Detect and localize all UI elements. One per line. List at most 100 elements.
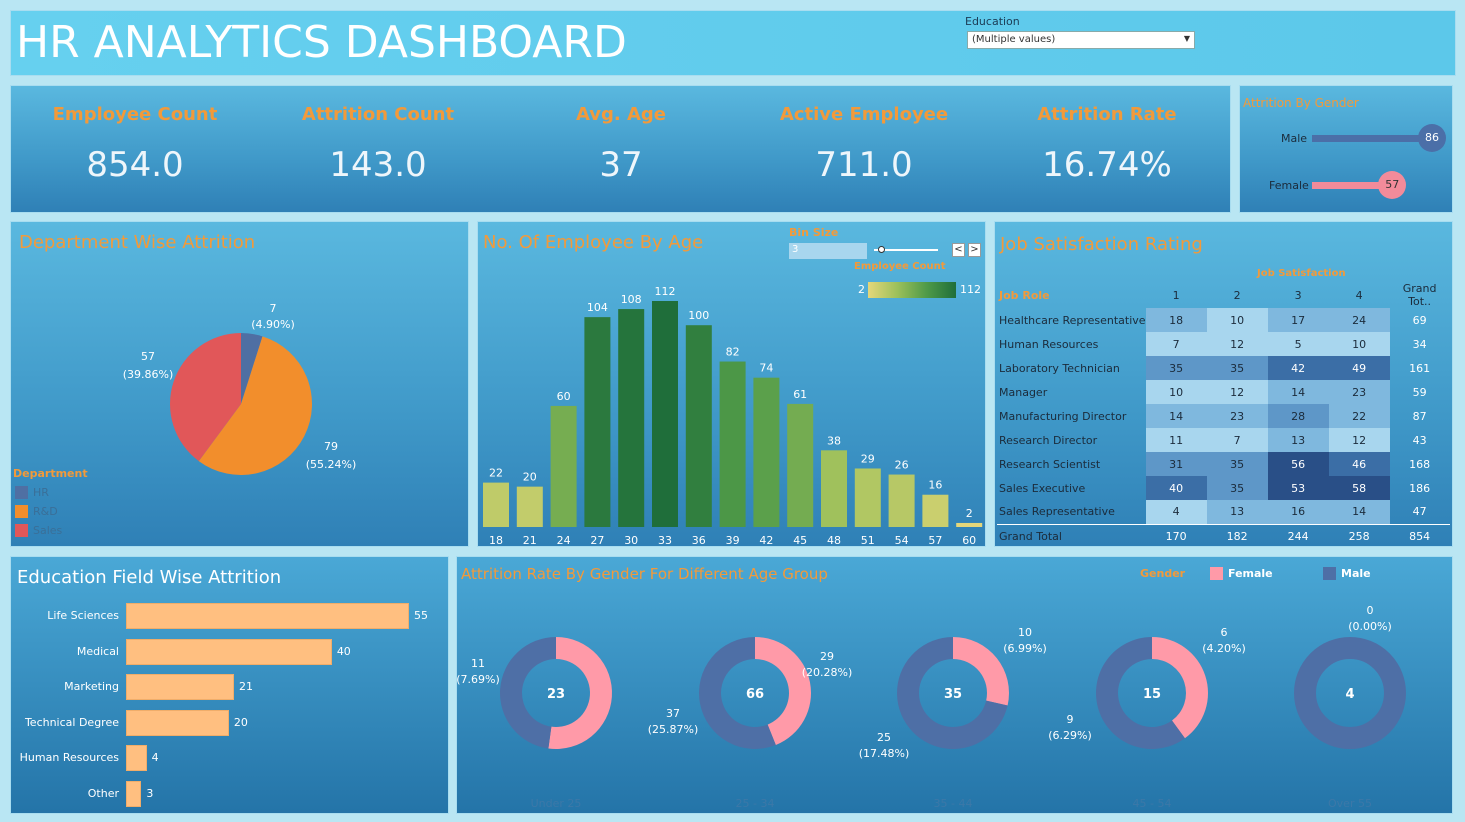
pie-slice-hr[interactable]	[241, 333, 263, 404]
education-bar[interactable]	[126, 780, 142, 807]
satisfaction-cell[interactable]: 12	[1206, 380, 1268, 404]
age-bar[interactable]	[753, 377, 780, 527]
age-bar[interactable]	[685, 325, 712, 527]
age-group-axis-label: Over 55	[1328, 797, 1372, 810]
job-role-cell: Manufacturing Director	[999, 409, 1127, 423]
education-bar[interactable]	[126, 745, 147, 771]
legend-swatch	[15, 524, 28, 537]
pie-slice-rd[interactable]	[198, 336, 312, 475]
bin-size-slider-handle[interactable]	[878, 246, 885, 253]
table-row: Manufacturing Director 14 23 28 22 87	[997, 404, 1450, 428]
age-bar-value-label: 26	[895, 459, 909, 472]
age-bar[interactable]	[584, 317, 611, 527]
satisfaction-cell[interactable]: 13	[1267, 428, 1329, 452]
kpi-card: Employee Count 854.0	[15, 104, 255, 185]
satisfaction-cell[interactable]: 14	[1267, 380, 1329, 404]
satisfaction-cell[interactable]: 53	[1267, 476, 1329, 500]
satisfaction-cell[interactable]: 17	[1267, 308, 1329, 332]
age-bar[interactable]	[618, 309, 645, 527]
gender-bar	[1312, 135, 1430, 142]
kpi-value: 711.0	[815, 145, 913, 185]
prev-button[interactable]: <	[952, 243, 965, 257]
satisfaction-cell[interactable]: 56	[1267, 452, 1329, 476]
gender-bar	[1312, 182, 1391, 189]
donut-female-segment[interactable]	[755, 637, 812, 745]
satisfaction-cell[interactable]: 12	[1328, 428, 1390, 452]
education-bar[interactable]	[126, 603, 409, 629]
age-bar[interactable]	[888, 474, 915, 527]
age-bar[interactable]	[821, 450, 847, 527]
donut-label-pct: (20.28%)	[802, 666, 853, 679]
satisfaction-cell[interactable]: 14	[1145, 404, 1207, 428]
satisfaction-cell[interactable]: 16	[1267, 500, 1329, 524]
donut-male-segment[interactable]	[500, 637, 556, 749]
age-tick-label: 42	[759, 534, 773, 547]
satisfaction-cell[interactable]: 11	[1145, 428, 1207, 452]
satisfaction-cell[interactable]: 28	[1267, 404, 1329, 428]
satisfaction-cell[interactable]: 4	[1145, 500, 1207, 524]
next-button[interactable]: >	[968, 243, 981, 257]
donut-female-segment[interactable]	[1152, 637, 1208, 739]
age-tick-label: 57	[928, 534, 942, 547]
satisfaction-cell[interactable]: 49	[1328, 356, 1390, 380]
satisfaction-cell[interactable]: 40	[1145, 476, 1207, 500]
satisfaction-cell[interactable]: 22	[1328, 404, 1390, 428]
donut-male-segment[interactable]	[699, 637, 776, 749]
satisfaction-cell[interactable]: 35	[1206, 356, 1268, 380]
legend-item-label: HR	[33, 486, 49, 499]
satisfaction-cell[interactable]: 10	[1145, 380, 1207, 404]
satisfaction-cell[interactable]: 10	[1206, 308, 1268, 332]
pie-slice-sales[interactable]	[169, 333, 241, 462]
age-group-axis-label: 25 - 34	[736, 797, 775, 810]
legend-swatch	[15, 505, 28, 518]
donut-female-segment[interactable]	[548, 637, 612, 749]
age-bar[interactable]	[854, 468, 881, 527]
satisfaction-cell[interactable]: 24	[1328, 308, 1390, 332]
dashboard-header: HR ANALYTICS DASHBOARD Education (Multip…	[10, 10, 1456, 76]
satisfaction-cell[interactable]: 18	[1145, 308, 1207, 332]
bin-size-slider[interactable]	[874, 249, 938, 251]
bin-size-input[interactable]: 3	[789, 243, 867, 259]
satisfaction-cell[interactable]: 23	[1206, 404, 1268, 428]
satisfaction-cell[interactable]: 42	[1267, 356, 1329, 380]
age-bar[interactable]	[956, 522, 983, 527]
age-bar[interactable]	[922, 494, 949, 527]
satisfaction-cell[interactable]: 35	[1206, 476, 1268, 500]
age-bar[interactable]	[483, 482, 509, 527]
satisfaction-cell[interactable]: 7	[1206, 428, 1268, 452]
satisfaction-cell[interactable]: 12	[1206, 332, 1268, 356]
satisfaction-cell[interactable]: 5	[1267, 332, 1329, 356]
job-role-cell: Sales Representative	[999, 505, 1115, 519]
age-bar[interactable]	[652, 301, 678, 527]
age-group-donut-chart: 23 11 (7.69%) Under 25 66 29 (20.28%) 37 (25.87%…	[457, 604, 1406, 810]
age-bar[interactable]	[550, 405, 577, 527]
donut-center-value: 23	[547, 687, 565, 702]
donut-male-segment[interactable]	[1096, 637, 1185, 749]
satisfaction-cell[interactable]: 14	[1328, 500, 1390, 524]
donut-female-segment[interactable]	[953, 637, 1009, 706]
kpi-label: Avg. Age	[575, 104, 667, 125]
satisfaction-cell[interactable]: 35	[1206, 452, 1268, 476]
legend-item-label: Female	[1228, 567, 1273, 580]
satisfaction-cell[interactable]: 58	[1328, 476, 1390, 500]
grand-total-label: Grand Total	[999, 529, 1062, 543]
education-bar[interactable]	[126, 638, 332, 665]
satisfaction-cell[interactable]: 10	[1328, 332, 1390, 356]
age-bar[interactable]	[719, 361, 746, 527]
kpi-card: Attrition Count 143.0	[258, 104, 498, 185]
education-bar[interactable]	[126, 709, 229, 736]
age-bar[interactable]	[516, 486, 543, 527]
satisfaction-cell[interactable]: 46	[1328, 452, 1390, 476]
education-bar[interactable]	[126, 674, 235, 700]
education-filter-select[interactable]: (Multiple values) ▼	[967, 31, 1195, 49]
satisfaction-cell[interactable]: 13	[1206, 500, 1268, 524]
satisfaction-cell[interactable]: 31	[1145, 452, 1207, 476]
job-role-cell: Laboratory Technician	[999, 361, 1120, 375]
donut-label-pct: (25.87%)	[648, 723, 699, 736]
donut-male-segment[interactable]	[897, 637, 1008, 749]
satisfaction-cell[interactable]: 23	[1328, 380, 1390, 404]
age-bar[interactable]	[787, 403, 814, 527]
satisfaction-cell[interactable]: 7	[1145, 332, 1207, 356]
satisfaction-cell[interactable]: 35	[1145, 356, 1207, 380]
donut-male-segment[interactable]	[1294, 637, 1406, 749]
